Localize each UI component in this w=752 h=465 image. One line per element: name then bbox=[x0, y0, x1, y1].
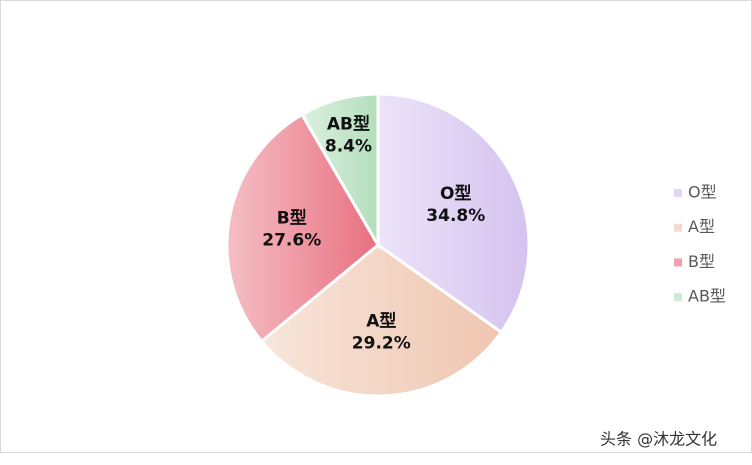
pie-slice bbox=[299, 92, 380, 251]
slice-category-label: AB型 bbox=[327, 114, 370, 135]
slice-value-label: 34.8% bbox=[426, 206, 485, 226]
legend-marker bbox=[674, 223, 682, 232]
legend-label: B型 bbox=[688, 252, 715, 271]
watermark: 头条 @沐龙文化 bbox=[600, 430, 717, 449]
pie-slice bbox=[376, 92, 531, 335]
legend-marker bbox=[674, 258, 682, 267]
legend-label: A型 bbox=[688, 217, 715, 236]
slice-value-label: 29.2% bbox=[352, 334, 411, 354]
slice-value-label: 27.6% bbox=[262, 231, 321, 251]
legend-marker bbox=[674, 293, 682, 302]
legend-label: O型 bbox=[688, 183, 717, 202]
pie-slice bbox=[225, 112, 380, 344]
pie-slice bbox=[259, 243, 504, 398]
slice-value-label: 8.4% bbox=[325, 137, 372, 157]
legend-label: AB型 bbox=[688, 287, 726, 306]
slice-category-label: B型 bbox=[277, 208, 307, 229]
slice-category-label: O型 bbox=[440, 183, 471, 204]
slice-category-label: A型 bbox=[366, 311, 396, 332]
legend-marker bbox=[674, 189, 682, 197]
